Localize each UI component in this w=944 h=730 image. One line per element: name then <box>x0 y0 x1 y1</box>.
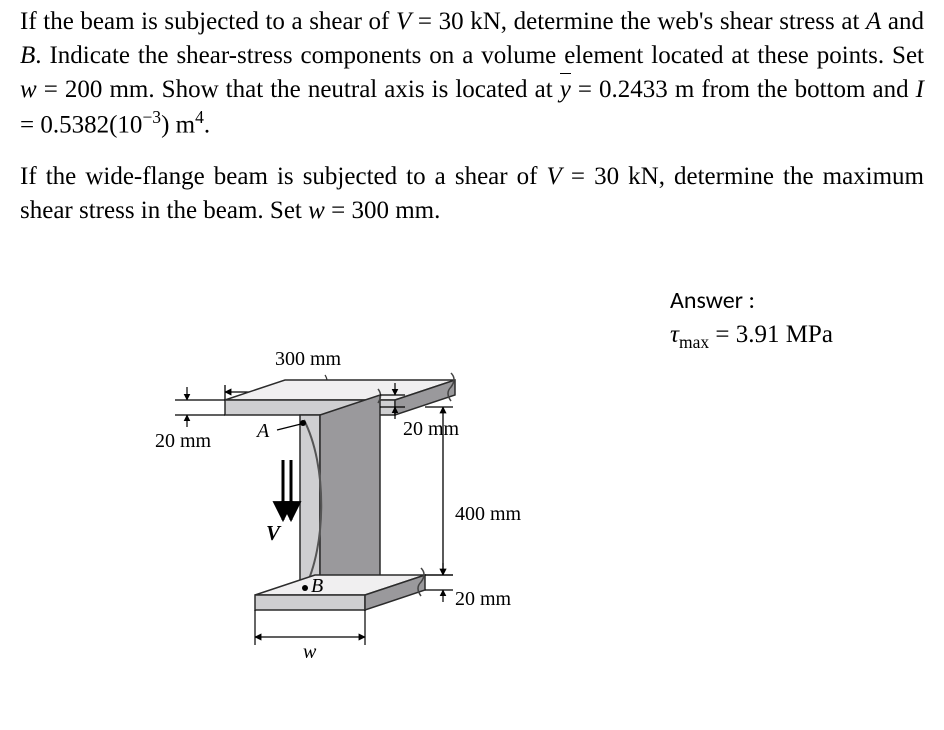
fig-label-web-t: 20 mm <box>403 418 460 440</box>
p1-l5-post: from the bottom and <box>694 76 908 103</box>
page-root: { "problem1": { "line1_pre": "If the bea… <box>0 0 944 730</box>
p1-A: A <box>866 8 881 35</box>
p1-period: . <box>204 112 210 139</box>
p1-w: w <box>20 76 37 103</box>
p1-V-sym: V <box>396 8 411 35</box>
answer-eq: = <box>709 321 736 348</box>
p1-l2-post: . Indicate the <box>35 42 168 69</box>
fig-label-400mm: 400 mm <box>455 503 522 525</box>
p2-Vval: 30 kN <box>594 163 659 190</box>
p1-ybarval: 0.2433 m <box>599 76 694 103</box>
p2-l1: If the wide-flange beam is subjected to … <box>20 163 537 190</box>
p2-w: w <box>308 197 325 224</box>
p1-l4-pre: at these points. Set <box>731 42 924 69</box>
dim-left-tf-20mm <box>175 387 225 427</box>
fig-label-B: B <box>311 575 323 597</box>
p1-Vval: 30 kN <box>439 8 501 35</box>
p1-l1-post: , <box>501 8 507 35</box>
p1-l3: shear-stress components on a volume elem… <box>176 42 723 69</box>
answer-val: 3.91 MPa <box>736 321 833 348</box>
p2-l3-pre: beam. Set <box>203 197 308 224</box>
tau-symbol: τ <box>670 321 679 348</box>
p1-Ival-close: ) m <box>161 112 195 139</box>
p1-l4-post: . Show that the neutral axis <box>148 76 424 103</box>
answer-label: Answer : <box>670 286 833 315</box>
p1-eq1: = <box>411 8 438 35</box>
p1-I: I <box>916 76 924 103</box>
answer-value-row: τmax = 3.91 MPa <box>670 321 833 353</box>
p1-ybar: y <box>560 73 571 107</box>
p2-V: V <box>547 163 562 190</box>
p1-l2: determine the web's shear stress at <box>514 8 866 35</box>
tau-sub: max <box>679 332 709 352</box>
point-b <box>302 585 308 591</box>
beam-svg: 300 mm 20 mm 20 mm 400 mm 20 mm w A B V <box>155 345 575 725</box>
dim-bot-tf-20mm <box>425 563 453 602</box>
fig-label-A: A <box>255 420 270 442</box>
beam-figure: 300 mm 20 mm 20 mm 400 mm 20 mm w A B V <box>155 345 575 725</box>
p2-l2-eq: = <box>562 163 594 190</box>
p1-Ival-base: 0.5382(10 <box>40 112 142 139</box>
p2-wval: 300 mm <box>351 197 434 224</box>
fig-label-w: w <box>303 641 317 663</box>
problem-1-text: If the beam is subjected to a shear of V… <box>20 5 924 142</box>
p1-Iexp: −3 <box>142 107 161 127</box>
p1-l5-eq: = <box>571 76 599 103</box>
dim-w <box>255 610 365 645</box>
p1-l1-indent: If the beam is subjected to a shear of <box>20 8 396 35</box>
p1-and1: and <box>881 8 924 35</box>
web <box>300 389 381 595</box>
fig-label-300mm: 300 mm <box>275 348 342 370</box>
shear-v-arrow <box>283 460 291 520</box>
fig-label-left-20mm: 20 mm <box>155 430 212 452</box>
fig-label-V: V <box>266 521 282 545</box>
p2-l3-post: . <box>434 197 440 224</box>
p1-B: B <box>20 42 35 69</box>
p1-wval: 200 mm <box>65 76 148 103</box>
p2-l3-eq: = <box>325 197 352 224</box>
fig-label-bot-tf: 20 mm <box>455 588 512 610</box>
p1-l5-pre: is located at <box>432 76 560 103</box>
p1-Iunit-exp: 4 <box>195 107 204 127</box>
bottom-flange <box>255 568 425 610</box>
p1-l4-eq: = <box>37 76 65 103</box>
answer-block: Answer : τmax = 3.91 MPa <box>670 286 833 353</box>
problem-2-text: If the wide-flange beam is subjected to … <box>20 160 924 228</box>
p1-l6-eq: = <box>20 112 40 139</box>
